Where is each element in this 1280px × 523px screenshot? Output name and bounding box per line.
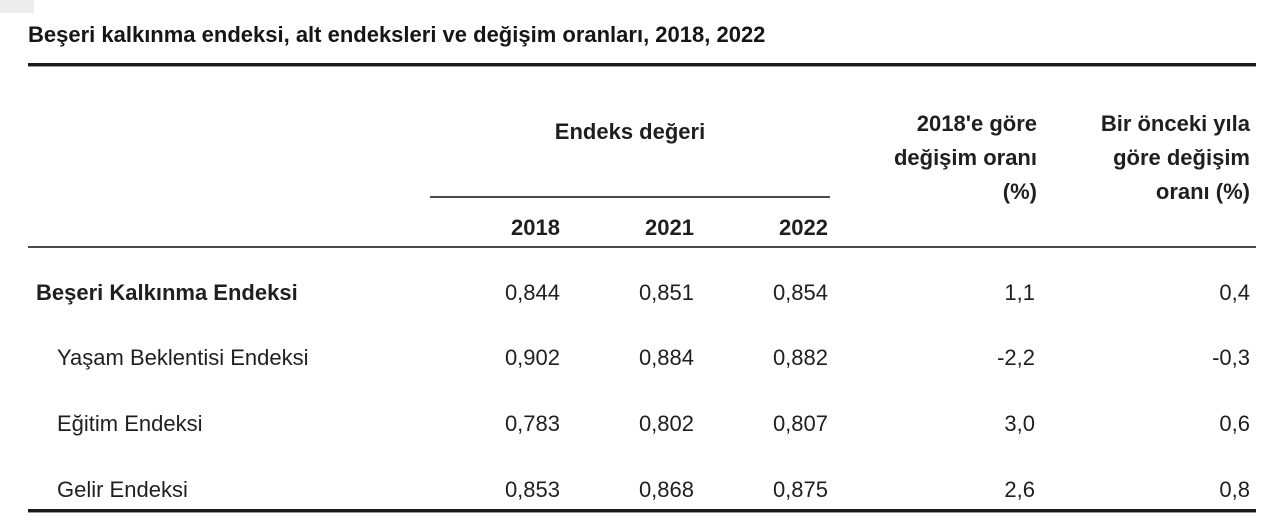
- row-label-yasam-beklentisi-endeksi: Yaşam Beklentisi Endeksi: [57, 345, 309, 370]
- column-header-change-vs-prev-year: Bir önceki yıla göre değişim oranı (%): [1037, 67, 1256, 248]
- value-2022: 0,875: [772, 477, 828, 502]
- title-divider-rule: [28, 63, 1256, 67]
- value-2021: 0,884: [638, 345, 694, 370]
- value-change-vs-2018: 3,0: [1004, 411, 1035, 436]
- table-bottom-rule: [28, 509, 1256, 513]
- value-2022: 0,854: [772, 280, 828, 305]
- value-change-vs-prev-year: 0,6: [1219, 411, 1250, 436]
- header-line-1: Bir önceki yıla: [1100, 110, 1250, 136]
- column-header-2021: 2021: [645, 215, 694, 240]
- header-line-3: (%): [1002, 178, 1037, 204]
- value-2021: 0,851: [638, 280, 694, 305]
- value-change-vs-prev-year: 0,8: [1219, 477, 1250, 502]
- value-change-vs-2018: -2,2: [997, 345, 1035, 370]
- value-2018: 0,853: [504, 477, 560, 502]
- value-2022: 0,882: [772, 345, 828, 370]
- value-2018: 0,844: [504, 280, 560, 305]
- header-body-divider-rule: [28, 246, 1256, 248]
- corner-artifact: [0, 0, 34, 13]
- value-2021: 0,802: [638, 411, 694, 436]
- column-header-change-vs-2018: 2018'e göre değişim oranı (%): [830, 67, 1037, 248]
- row-label-beseri-kalkinma-endeksi: Beşeri Kalkınma Endeksi: [36, 280, 298, 305]
- header-line-3: oranı (%): [1155, 178, 1250, 204]
- row-label-gelir-endeksi: Gelir Endeksi: [57, 477, 188, 502]
- value-change-vs-2018: 2,6: [1004, 477, 1035, 502]
- value-change-vs-prev-year: 0,4: [1219, 280, 1250, 305]
- value-2018: 0,783: [504, 411, 560, 436]
- value-change-vs-prev-year: -0,3: [1212, 345, 1250, 370]
- column-header-2018: 2018: [511, 215, 560, 240]
- value-2022: 0,807: [772, 411, 828, 436]
- page-title: Beşeri kalkınma endeksi, alt endeksleri …: [28, 22, 766, 47]
- header-line-1: 2018'e göre: [916, 110, 1037, 136]
- value-2018: 0,902: [504, 345, 560, 370]
- column-header-2022: 2022: [779, 215, 828, 240]
- header-line-2: değişim oranı: [893, 144, 1037, 170]
- row-label-egitim-endeksi: Eğitim Endeksi: [57, 411, 203, 436]
- header-line-2: göre değişim: [1113, 144, 1250, 170]
- value-2021: 0,868: [638, 477, 694, 502]
- hdi-table: Endeks değeri 2018'e göre değişim oranı …: [28, 67, 1256, 510]
- value-change-vs-2018: 1,1: [1004, 280, 1035, 305]
- column-group-header-endeks-degeri: Endeks değeri: [430, 67, 830, 198]
